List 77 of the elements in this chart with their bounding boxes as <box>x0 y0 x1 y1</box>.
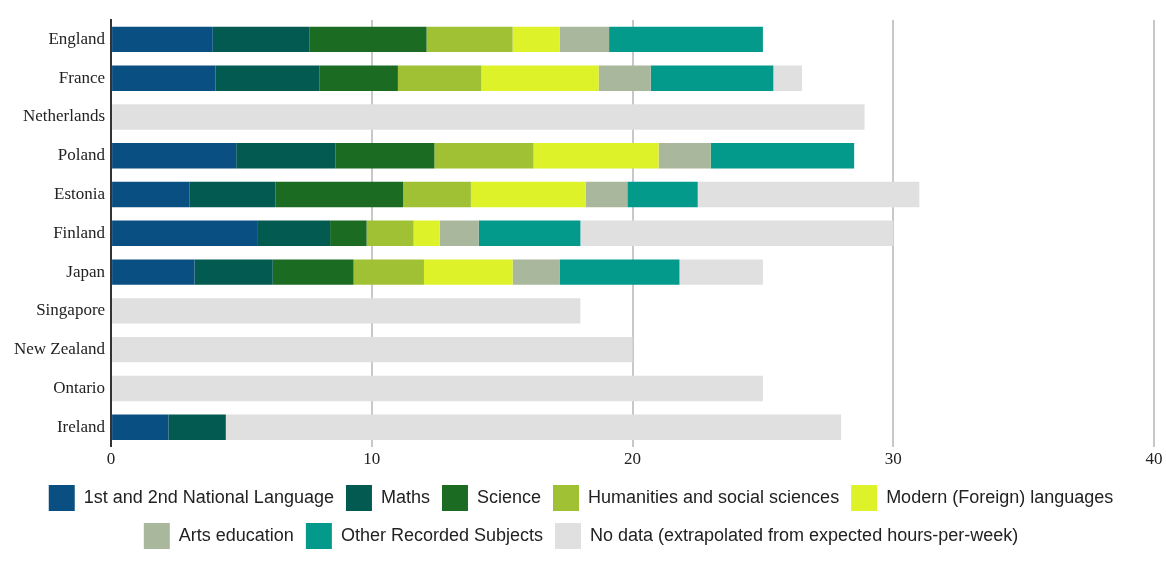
bar <box>426 26 513 53</box>
bar <box>478 220 581 247</box>
bar <box>335 143 435 169</box>
y-tick-label: France <box>58 67 106 87</box>
bar <box>423 259 513 285</box>
bar <box>112 220 258 247</box>
bar <box>112 181 190 208</box>
y-tick-label: Ireland <box>56 416 106 436</box>
bar <box>512 259 560 285</box>
bar <box>413 220 440 247</box>
bar <box>330 220 367 247</box>
bar <box>257 220 331 247</box>
bar <box>112 26 213 53</box>
bar <box>319 65 398 91</box>
bar <box>403 181 471 208</box>
y-tick-label: Estonia <box>54 183 106 203</box>
bar <box>112 298 581 324</box>
bar <box>434 143 534 169</box>
bar <box>580 220 894 247</box>
bar <box>710 143 855 169</box>
bar <box>225 414 842 440</box>
bar <box>397 65 482 91</box>
x-tick-label: 0 <box>106 449 116 469</box>
y-tick-label: Singapore <box>36 300 106 320</box>
bar <box>658 143 711 169</box>
y-tick-label: Finland <box>53 222 106 242</box>
bar <box>481 65 599 91</box>
bar <box>650 65 774 91</box>
bar <box>773 65 803 91</box>
x-tick-label: 20 <box>624 449 642 469</box>
bar <box>112 104 865 130</box>
legend-label: 1st and 2nd National Language <box>83 486 334 507</box>
bar <box>609 26 763 53</box>
y-tick-label: New Zealand <box>14 339 106 359</box>
bar <box>559 259 680 285</box>
bar <box>697 181 920 208</box>
y-tick-label: England <box>48 28 106 48</box>
bar <box>470 181 586 208</box>
legend-label: Arts education <box>178 524 294 545</box>
bar <box>272 259 354 285</box>
bar <box>189 181 276 208</box>
bar <box>585 181 628 208</box>
bar <box>168 414 226 440</box>
legend-label: Humanities and social sciences <box>588 486 840 507</box>
bar <box>112 65 216 91</box>
bar <box>112 336 633 363</box>
legend-label: No data (extrapolated from expected hours-per-week) <box>589 524 1019 545</box>
bar <box>112 143 237 169</box>
bar <box>112 259 195 285</box>
bar <box>212 26 310 53</box>
bar <box>512 26 560 53</box>
x-tick-label: 30 <box>884 449 902 469</box>
bar <box>439 220 479 247</box>
bar <box>366 220 414 247</box>
bar <box>194 259 273 285</box>
x-tick-label: 10 <box>363 449 381 469</box>
bar <box>533 143 659 169</box>
bar <box>215 65 320 91</box>
legend-label: Science <box>476 486 542 507</box>
y-tick-label: Japan <box>66 261 106 281</box>
bar <box>275 181 404 208</box>
legend-label: Other Recorded Subjects <box>340 524 543 545</box>
y-tick-label: Poland <box>57 145 106 165</box>
y-tick-label: Ontario <box>53 377 106 397</box>
bar <box>679 259 763 285</box>
bar <box>559 26 610 53</box>
bar <box>112 375 763 402</box>
bar <box>236 143 336 169</box>
legend-label: Maths <box>380 486 430 507</box>
bar <box>309 26 427 53</box>
y-tick-label: Netherlands <box>22 106 106 126</box>
x-tick-label: 40 <box>1145 449 1163 469</box>
bar <box>353 259 424 285</box>
bar <box>112 414 169 440</box>
legend-label: Modern (Foreign) languages <box>886 486 1114 507</box>
bar <box>627 181 698 208</box>
bar <box>598 65 651 91</box>
